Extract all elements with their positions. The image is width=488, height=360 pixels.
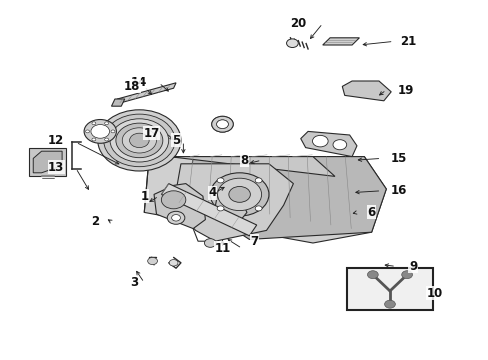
- Text: 19: 19: [397, 84, 413, 96]
- Circle shape: [167, 211, 184, 224]
- Polygon shape: [215, 194, 246, 221]
- Bar: [346, 268, 432, 310]
- Text: 16: 16: [389, 184, 406, 197]
- Circle shape: [91, 125, 109, 138]
- Polygon shape: [300, 131, 356, 157]
- Text: 5: 5: [172, 134, 180, 147]
- Circle shape: [255, 206, 262, 211]
- Text: 10: 10: [426, 287, 443, 300]
- Circle shape: [85, 130, 89, 133]
- Text: 14: 14: [131, 76, 147, 89]
- Text: 12: 12: [48, 134, 64, 147]
- Polygon shape: [115, 83, 176, 104]
- Circle shape: [92, 122, 96, 125]
- Text: 1: 1: [140, 190, 148, 203]
- Polygon shape: [29, 148, 66, 176]
- Text: 21: 21: [399, 35, 416, 48]
- Text: 6: 6: [367, 206, 375, 219]
- Circle shape: [401, 271, 412, 279]
- Text: 18: 18: [123, 80, 140, 93]
- Circle shape: [216, 120, 228, 129]
- Polygon shape: [188, 157, 386, 239]
- Polygon shape: [33, 151, 62, 173]
- Circle shape: [286, 39, 298, 48]
- Circle shape: [255, 178, 262, 183]
- Text: 2: 2: [91, 215, 99, 228]
- Circle shape: [169, 260, 178, 266]
- Circle shape: [98, 110, 181, 171]
- Circle shape: [211, 116, 233, 132]
- Circle shape: [111, 130, 115, 133]
- Circle shape: [103, 114, 175, 167]
- Circle shape: [228, 186, 250, 202]
- Text: 20: 20: [289, 17, 306, 30]
- Circle shape: [204, 239, 216, 247]
- Circle shape: [116, 123, 163, 158]
- Text: 4: 4: [208, 186, 216, 199]
- Text: 8: 8: [240, 154, 248, 167]
- Circle shape: [147, 257, 157, 265]
- Circle shape: [104, 122, 108, 125]
- Polygon shape: [173, 164, 293, 241]
- Circle shape: [332, 140, 346, 150]
- Circle shape: [217, 178, 261, 211]
- Text: 11: 11: [214, 242, 230, 255]
- Circle shape: [211, 116, 233, 132]
- Circle shape: [216, 120, 228, 129]
- Text: 13: 13: [48, 161, 64, 174]
- Text: 7: 7: [250, 235, 258, 248]
- Polygon shape: [144, 157, 386, 243]
- Circle shape: [84, 120, 116, 143]
- Text: 3: 3: [130, 276, 138, 289]
- Text: 9: 9: [408, 260, 416, 273]
- Circle shape: [104, 138, 108, 141]
- Text: 15: 15: [389, 152, 406, 165]
- Circle shape: [92, 138, 96, 141]
- Polygon shape: [149, 155, 334, 176]
- Circle shape: [367, 271, 378, 279]
- Polygon shape: [342, 81, 390, 101]
- Circle shape: [110, 119, 168, 162]
- Circle shape: [312, 135, 327, 147]
- Circle shape: [161, 191, 185, 209]
- Circle shape: [122, 128, 156, 153]
- Circle shape: [217, 206, 224, 211]
- Circle shape: [129, 133, 149, 148]
- Polygon shape: [161, 184, 256, 236]
- Circle shape: [210, 173, 268, 216]
- Circle shape: [217, 178, 224, 183]
- Text: 17: 17: [143, 127, 160, 140]
- Polygon shape: [322, 38, 359, 45]
- Circle shape: [384, 300, 394, 308]
- Circle shape: [171, 215, 180, 221]
- Polygon shape: [111, 99, 124, 106]
- Polygon shape: [154, 184, 205, 229]
